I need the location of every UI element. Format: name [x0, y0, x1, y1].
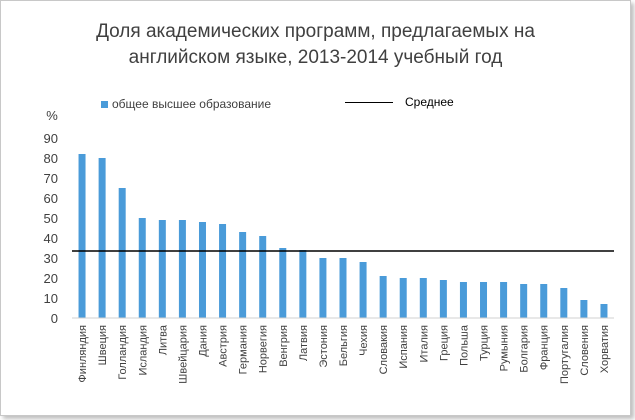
bar — [379, 276, 387, 318]
x-tick-label: Литва — [157, 324, 169, 355]
y-tick-label: 40 — [44, 231, 58, 246]
bar — [78, 154, 86, 318]
x-tick-label: Франция — [539, 325, 551, 370]
x-tick-label: Финляндия — [77, 325, 89, 383]
x-tick-label: Хорватия — [599, 325, 611, 373]
x-tick-label: Германия — [238, 325, 250, 374]
bar — [600, 304, 608, 318]
x-tick-label: Голландия — [117, 325, 129, 380]
x-tick-label: Швеция — [97, 325, 109, 365]
bar — [500, 282, 508, 318]
legend-label-average: Среднее — [405, 95, 454, 109]
bar — [319, 258, 327, 318]
bar — [399, 278, 407, 318]
legend-item-average: Среднее — [345, 95, 454, 109]
x-tick-label: Португалия — [559, 325, 571, 384]
y-tick-label: 80 — [44, 151, 58, 166]
x-tick-label: Латвия — [298, 325, 310, 361]
x-tick-label: Словакия — [378, 325, 390, 374]
chart-title-line-1: Доля академических программ, предлагаемы… — [96, 21, 535, 42]
x-tick-label: Эстония — [318, 325, 330, 368]
x-tick-label: Турция — [479, 325, 491, 361]
legend-line-average — [345, 101, 393, 103]
bar — [219, 224, 227, 318]
x-tick-label: Дания — [197, 325, 209, 357]
legend-label-series: общее высшее образование — [112, 97, 271, 111]
x-tick-label: Исландия — [137, 325, 149, 376]
y-tick-label: 50 — [44, 211, 58, 226]
x-tick-label: Италия — [418, 325, 430, 363]
bar — [480, 282, 488, 318]
y-tick-label: 90 — [44, 131, 58, 146]
x-tick-labels: Финляндия Швеция Голландия Исландия Литва Шве… — [77, 324, 611, 384]
x-tick-label: Швейцария — [177, 325, 189, 384]
bar — [118, 188, 126, 318]
bar — [98, 158, 106, 318]
legend-swatch-series — [101, 100, 108, 108]
bar — [259, 236, 267, 318]
bar — [520, 284, 528, 318]
x-tick-label: Болгария — [519, 325, 531, 373]
x-tick-label: Бельгия — [338, 325, 350, 366]
bar — [439, 280, 447, 318]
bar — [279, 248, 287, 318]
legend-item-series: общее высшее образование — [101, 97, 271, 111]
x-tick-label: Чехия — [358, 325, 370, 356]
x-tick-label: Венгрия — [278, 325, 290, 367]
y-tick-label: 30 — [44, 251, 58, 266]
chart-title-line-2: английском языке, 2013-2014 учебный год — [128, 47, 503, 68]
x-tick-label: Румыния — [499, 325, 511, 371]
bar — [198, 222, 206, 318]
y-tick-labels: 0 10 20 30 40 50 60 70 80 90 — [44, 131, 58, 326]
bar — [138, 218, 146, 318]
bar — [178, 220, 186, 318]
y-tick-label: 70 — [44, 171, 58, 186]
y-axis-unit-label: % — [46, 108, 58, 123]
y-tick-label: 10 — [44, 291, 58, 306]
x-tick-label: Испания — [398, 325, 410, 369]
chart-title: Доля академических программ, предлагаемы… — [1, 19, 630, 71]
x-tick-label: Греция — [438, 325, 450, 361]
bar — [580, 300, 588, 318]
bar — [299, 250, 307, 318]
y-tick-label: 20 — [44, 271, 58, 286]
x-tick-label: Норвегия — [258, 325, 270, 373]
x-tick-label: Австрия — [218, 325, 230, 367]
bar — [459, 282, 467, 318]
y-tick-label: 60 — [44, 191, 58, 206]
bar — [540, 284, 548, 318]
bar — [419, 278, 427, 318]
bar — [339, 258, 347, 318]
y-tick-label: 0 — [51, 311, 58, 326]
bars — [78, 154, 608, 318]
bar — [239, 232, 247, 318]
bar — [158, 220, 166, 318]
bar — [359, 262, 367, 318]
bar — [560, 288, 568, 318]
x-tick-label: Словения — [579, 325, 591, 376]
x-tick-label: Польша — [458, 324, 470, 366]
